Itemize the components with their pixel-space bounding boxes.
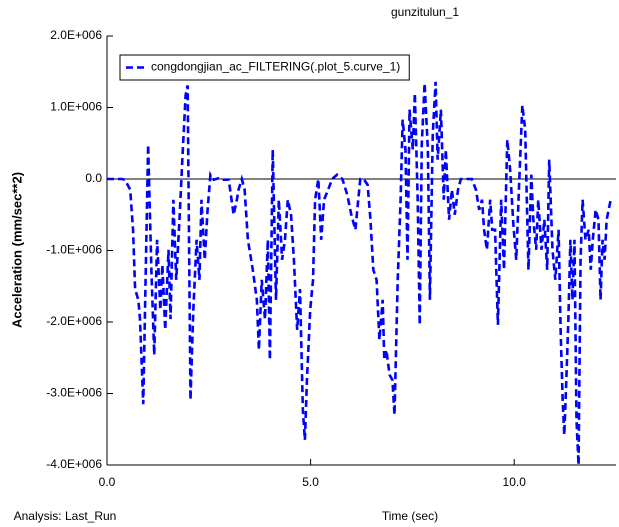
y-tick-label: 2.0E+006 <box>50 28 102 42</box>
y-tick-label: -4.0E+006 <box>46 457 102 471</box>
chart-title: gunzitulun_1 <box>391 5 459 19</box>
y-tick-label: -2.0E+006 <box>46 314 102 328</box>
y-tick-label: 1.0E+006 <box>50 100 102 114</box>
y-axis-label: Acceleration (mm/sec**2) <box>9 172 24 328</box>
x-tick-label: 0.0 <box>99 475 116 489</box>
data-line <box>107 81 612 466</box>
annotation: Analysis: Last_Run <box>14 509 117 523</box>
y-tick-label: 0.0 <box>85 171 102 185</box>
x-tick-label: 5.0 <box>302 475 319 489</box>
x-tick-label: 10.0 <box>503 475 527 489</box>
y-tick-label: -1.0E+006 <box>46 243 102 257</box>
x-axis-label: Time (sec) <box>382 509 438 523</box>
legend-box <box>119 54 410 81</box>
legend-label: congdongjian_ac_FILTERING(.plot_5.curve_… <box>151 60 400 74</box>
y-tick-label: -3.0E+006 <box>46 386 102 400</box>
